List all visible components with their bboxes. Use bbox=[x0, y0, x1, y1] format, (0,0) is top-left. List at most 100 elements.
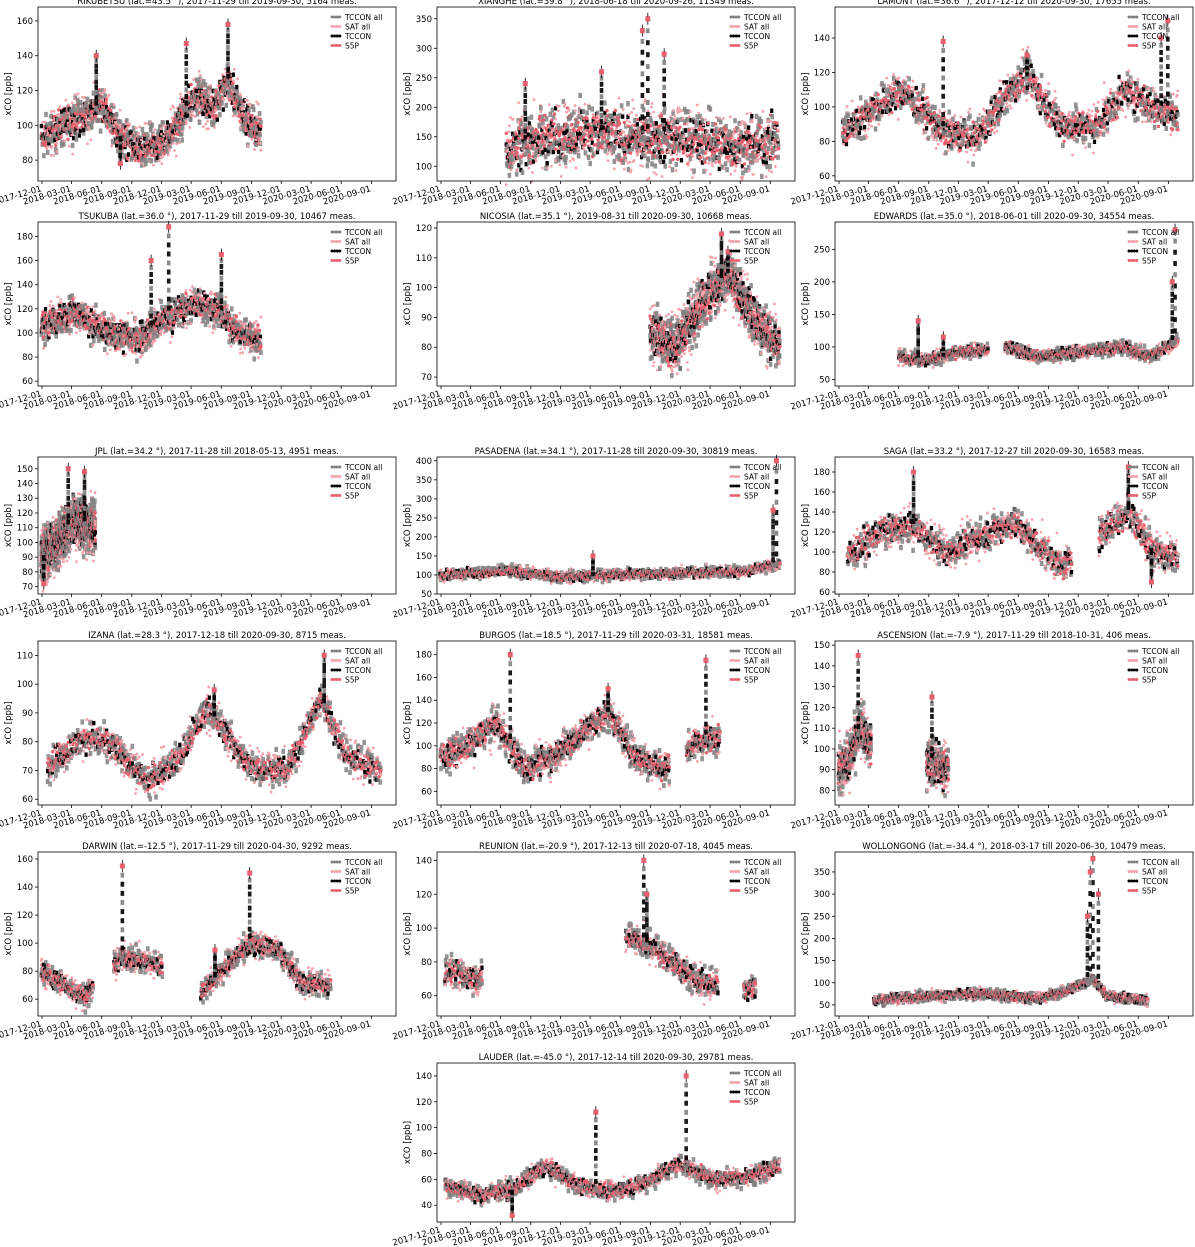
tccon-spike-point bbox=[184, 54, 188, 59]
legend-marker bbox=[331, 44, 334, 47]
tccon-point bbox=[127, 152, 130, 156]
sat-all-point bbox=[89, 138, 92, 141]
sat-all-point bbox=[205, 123, 208, 126]
tccon-all-point bbox=[181, 125, 185, 130]
tccon-all-point bbox=[42, 153, 46, 158]
sat-all-point bbox=[56, 150, 59, 153]
sat-all-point bbox=[185, 119, 188, 122]
tccon-spike-point bbox=[184, 61, 188, 66]
tccon-spike-point bbox=[94, 101, 98, 106]
sat-all-point bbox=[259, 142, 262, 145]
sat-all-point bbox=[214, 109, 217, 112]
sat-all-point bbox=[253, 148, 256, 151]
legend-marker bbox=[333, 25, 336, 28]
legend-marker bbox=[338, 44, 341, 47]
sat-all-point bbox=[119, 109, 122, 112]
tccon-all-point bbox=[115, 112, 119, 117]
legend-marker bbox=[333, 44, 336, 47]
tccon-all-point bbox=[259, 120, 263, 125]
sat-all-point bbox=[259, 138, 262, 141]
sat-all-point bbox=[199, 74, 202, 77]
tccon-all-point bbox=[90, 125, 94, 130]
y-axis-label: xCO [ppb] bbox=[4, 72, 14, 115]
sat-all-point bbox=[153, 128, 156, 131]
s5p-point bbox=[52, 127, 55, 130]
tccon-spike-point bbox=[226, 45, 230, 50]
tccon-all-point bbox=[71, 143, 75, 148]
tccon-all-point bbox=[72, 104, 76, 109]
tccon-point bbox=[235, 85, 238, 89]
sat-all-point bbox=[198, 70, 201, 73]
chart-title: XIANGHE (lat.=39.8 °), 2018-06-18 till 2… bbox=[478, 0, 754, 7]
sat-all-point bbox=[50, 154, 53, 157]
sat-all-point bbox=[257, 103, 260, 106]
sat-all-point bbox=[41, 121, 44, 124]
sat-all-point bbox=[77, 93, 80, 96]
s5p-point bbox=[254, 121, 257, 124]
tccon-all-point bbox=[150, 158, 154, 163]
tccon-all-point bbox=[44, 112, 48, 117]
tccon-spike-point bbox=[184, 81, 188, 86]
sat-all-point bbox=[234, 114, 237, 117]
sat-all-point bbox=[221, 73, 224, 76]
series-points bbox=[504, 13, 780, 186]
sat-all-point bbox=[223, 98, 226, 101]
s5p-point bbox=[105, 98, 108, 101]
sat-all-point bbox=[167, 154, 170, 157]
tccon-point bbox=[232, 73, 235, 77]
tccon-all-point bbox=[198, 120, 202, 125]
s5p-spike-point bbox=[94, 53, 99, 58]
tccon-spike-point bbox=[184, 94, 188, 99]
sat-all-point bbox=[242, 107, 245, 110]
sat-all-point bbox=[113, 103, 116, 106]
s5p-point bbox=[57, 108, 60, 111]
sat-all-point bbox=[246, 99, 249, 102]
sat-all-point bbox=[161, 162, 164, 165]
tccon-point bbox=[82, 128, 85, 132]
sat-all-point bbox=[52, 154, 55, 157]
sat-all-point bbox=[246, 144, 249, 147]
s5p-point bbox=[259, 125, 262, 128]
sat-all-point bbox=[71, 153, 74, 156]
sat-all-point bbox=[233, 68, 236, 71]
sat-all-point bbox=[61, 134, 64, 137]
sat-all-point bbox=[144, 122, 147, 125]
s5p-point bbox=[109, 109, 112, 112]
legend-marker bbox=[333, 35, 336, 38]
tccon-spike-point bbox=[226, 79, 230, 84]
sat-all-point bbox=[207, 127, 210, 130]
tccon-point bbox=[222, 107, 225, 111]
series-points bbox=[40, 18, 263, 169]
sat-all-point bbox=[148, 137, 151, 140]
sat-all-point bbox=[191, 114, 194, 117]
legend-entry: S5P bbox=[345, 42, 360, 51]
sat-all-point bbox=[209, 84, 212, 87]
y-tick-label: 140 bbox=[17, 52, 33, 62]
sat-all-point bbox=[213, 126, 216, 129]
sat-all-point bbox=[206, 120, 209, 123]
sat-all-point bbox=[161, 156, 164, 159]
sat-all-point bbox=[104, 88, 107, 91]
legend-marker bbox=[331, 35, 334, 38]
tccon-spike-point bbox=[184, 107, 188, 112]
sat-all-point bbox=[162, 124, 165, 127]
sat-all-point bbox=[158, 159, 161, 162]
legend-marker bbox=[331, 25, 334, 28]
s5p-point bbox=[214, 114, 217, 117]
sat-all-point bbox=[179, 93, 182, 96]
legend-entry: TCCON bbox=[344, 32, 371, 41]
tccon-point bbox=[79, 129, 82, 133]
tccon-point bbox=[40, 124, 43, 128]
legend-marker bbox=[336, 44, 339, 47]
tccon-spike-point bbox=[94, 80, 98, 85]
sat-all-point bbox=[128, 122, 131, 125]
tccon-all-point bbox=[62, 142, 66, 147]
s5p-point bbox=[66, 138, 69, 141]
sat-all-point bbox=[207, 92, 210, 95]
tccon-all-point bbox=[125, 118, 129, 123]
legend-marker bbox=[338, 25, 341, 28]
legend-entry: TCCON all bbox=[344, 13, 382, 22]
tccon-all-point bbox=[252, 107, 256, 112]
legend-marker bbox=[333, 16, 336, 19]
